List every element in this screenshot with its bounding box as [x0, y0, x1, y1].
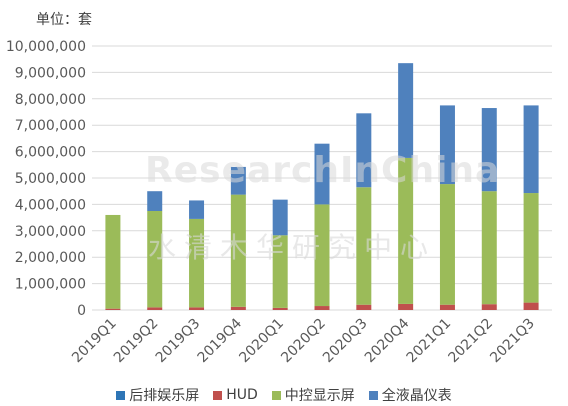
y-tick-label: 4,000,000 [15, 197, 86, 213]
bar-segment [481, 304, 497, 310]
x-tick-label: 2021Q2 [445, 316, 496, 367]
legend-label: 后排娱乐屏 [129, 388, 200, 404]
bar-segment [481, 191, 497, 305]
bar-segment [189, 307, 205, 310]
x-tick-label: 2021Q3 [487, 316, 538, 367]
x-tick-label: 2020Q2 [278, 316, 329, 367]
bar-segment [398, 303, 414, 310]
bar-segment [147, 191, 163, 211]
bar-segment [481, 108, 497, 192]
bar-segment [356, 113, 372, 188]
bar-segment [147, 307, 163, 310]
bar-segment [398, 157, 414, 304]
x-tick-label: 2019Q2 [111, 316, 162, 367]
bar-segment [189, 200, 205, 219]
bar-segment [147, 211, 163, 308]
watermark-cn: 水清木华研究中心 [148, 231, 437, 264]
y-tick-label: 0 [77, 303, 86, 319]
x-tick-label: 2021Q1 [404, 316, 455, 367]
legend-swatch [116, 390, 126, 400]
bar-segment [230, 194, 246, 307]
chart-legend: 后排娱乐屏 HUD 中控显示屏 全液晶仪表 [0, 385, 568, 405]
x-tick-label: 2020Q1 [236, 316, 287, 367]
bar-segment [356, 187, 372, 305]
legend-item-hud: HUD [213, 385, 258, 405]
x-tick-label: 2019Q3 [153, 316, 204, 367]
legend-swatch [368, 390, 378, 400]
bar-segment [523, 105, 539, 194]
y-tick-label: 8,000,000 [15, 92, 86, 108]
bar-segment [272, 307, 288, 310]
bar-segment [272, 235, 288, 308]
y-tick-label: 3,000,000 [15, 224, 86, 240]
bar-segment [314, 204, 330, 307]
x-tick-label: 2019Q1 [69, 316, 120, 367]
x-tick-label: 2020Q4 [362, 315, 413, 366]
stacked-bar-chart: 0 1,000,000 2,000,000 3,000,000 4,000,000 5,0… [6, 39, 552, 367]
x-tick-label: 2019Q4 [195, 315, 246, 366]
legend-label: 中控显示屏 [284, 388, 355, 404]
y-tick-label: 7,000,000 [15, 118, 86, 134]
bar-segment [439, 105, 455, 185]
legend-swatch [271, 390, 281, 400]
bar-segment [398, 63, 414, 158]
legend-item-lcd-cluster: 全液晶仪表 [368, 385, 452, 405]
bar-segment [272, 199, 288, 236]
legend-swatch [213, 390, 223, 400]
bar-segment [523, 302, 539, 310]
y-tick-label: 5,000,000 [15, 171, 86, 187]
legend-item-rear-entertainment: 后排娱乐屏 [116, 385, 199, 405]
legend-item-center-display: 中控显示屏 [271, 385, 355, 405]
bar-segment [314, 143, 330, 205]
bar-segment [105, 308, 121, 310]
bar-segment [523, 193, 539, 303]
y-tick-label: 1,000,000 [15, 277, 86, 293]
x-tick-label: 2020Q3 [320, 316, 371, 367]
y-tick-label: 2,000,000 [15, 250, 86, 266]
bar-segment [439, 184, 455, 305]
y-tick-label: 10,000,000 [6, 39, 86, 55]
watermark: ResearchInChina [145, 150, 501, 191]
bar-segment [356, 304, 372, 310]
bar-segment [314, 306, 330, 310]
bar-segment [230, 166, 246, 195]
y-tick-label: 9,000,000 [15, 65, 86, 81]
bar-segment [105, 214, 121, 309]
y-tick-label: 6,000,000 [15, 145, 86, 161]
legend-label: 全液晶仪表 [381, 388, 452, 404]
bar-segment [230, 306, 246, 310]
legend-label: HUD [226, 387, 258, 403]
bar-segment [189, 218, 205, 308]
unit-label: 单位：套 [36, 12, 92, 28]
bar-segment [439, 304, 455, 310]
